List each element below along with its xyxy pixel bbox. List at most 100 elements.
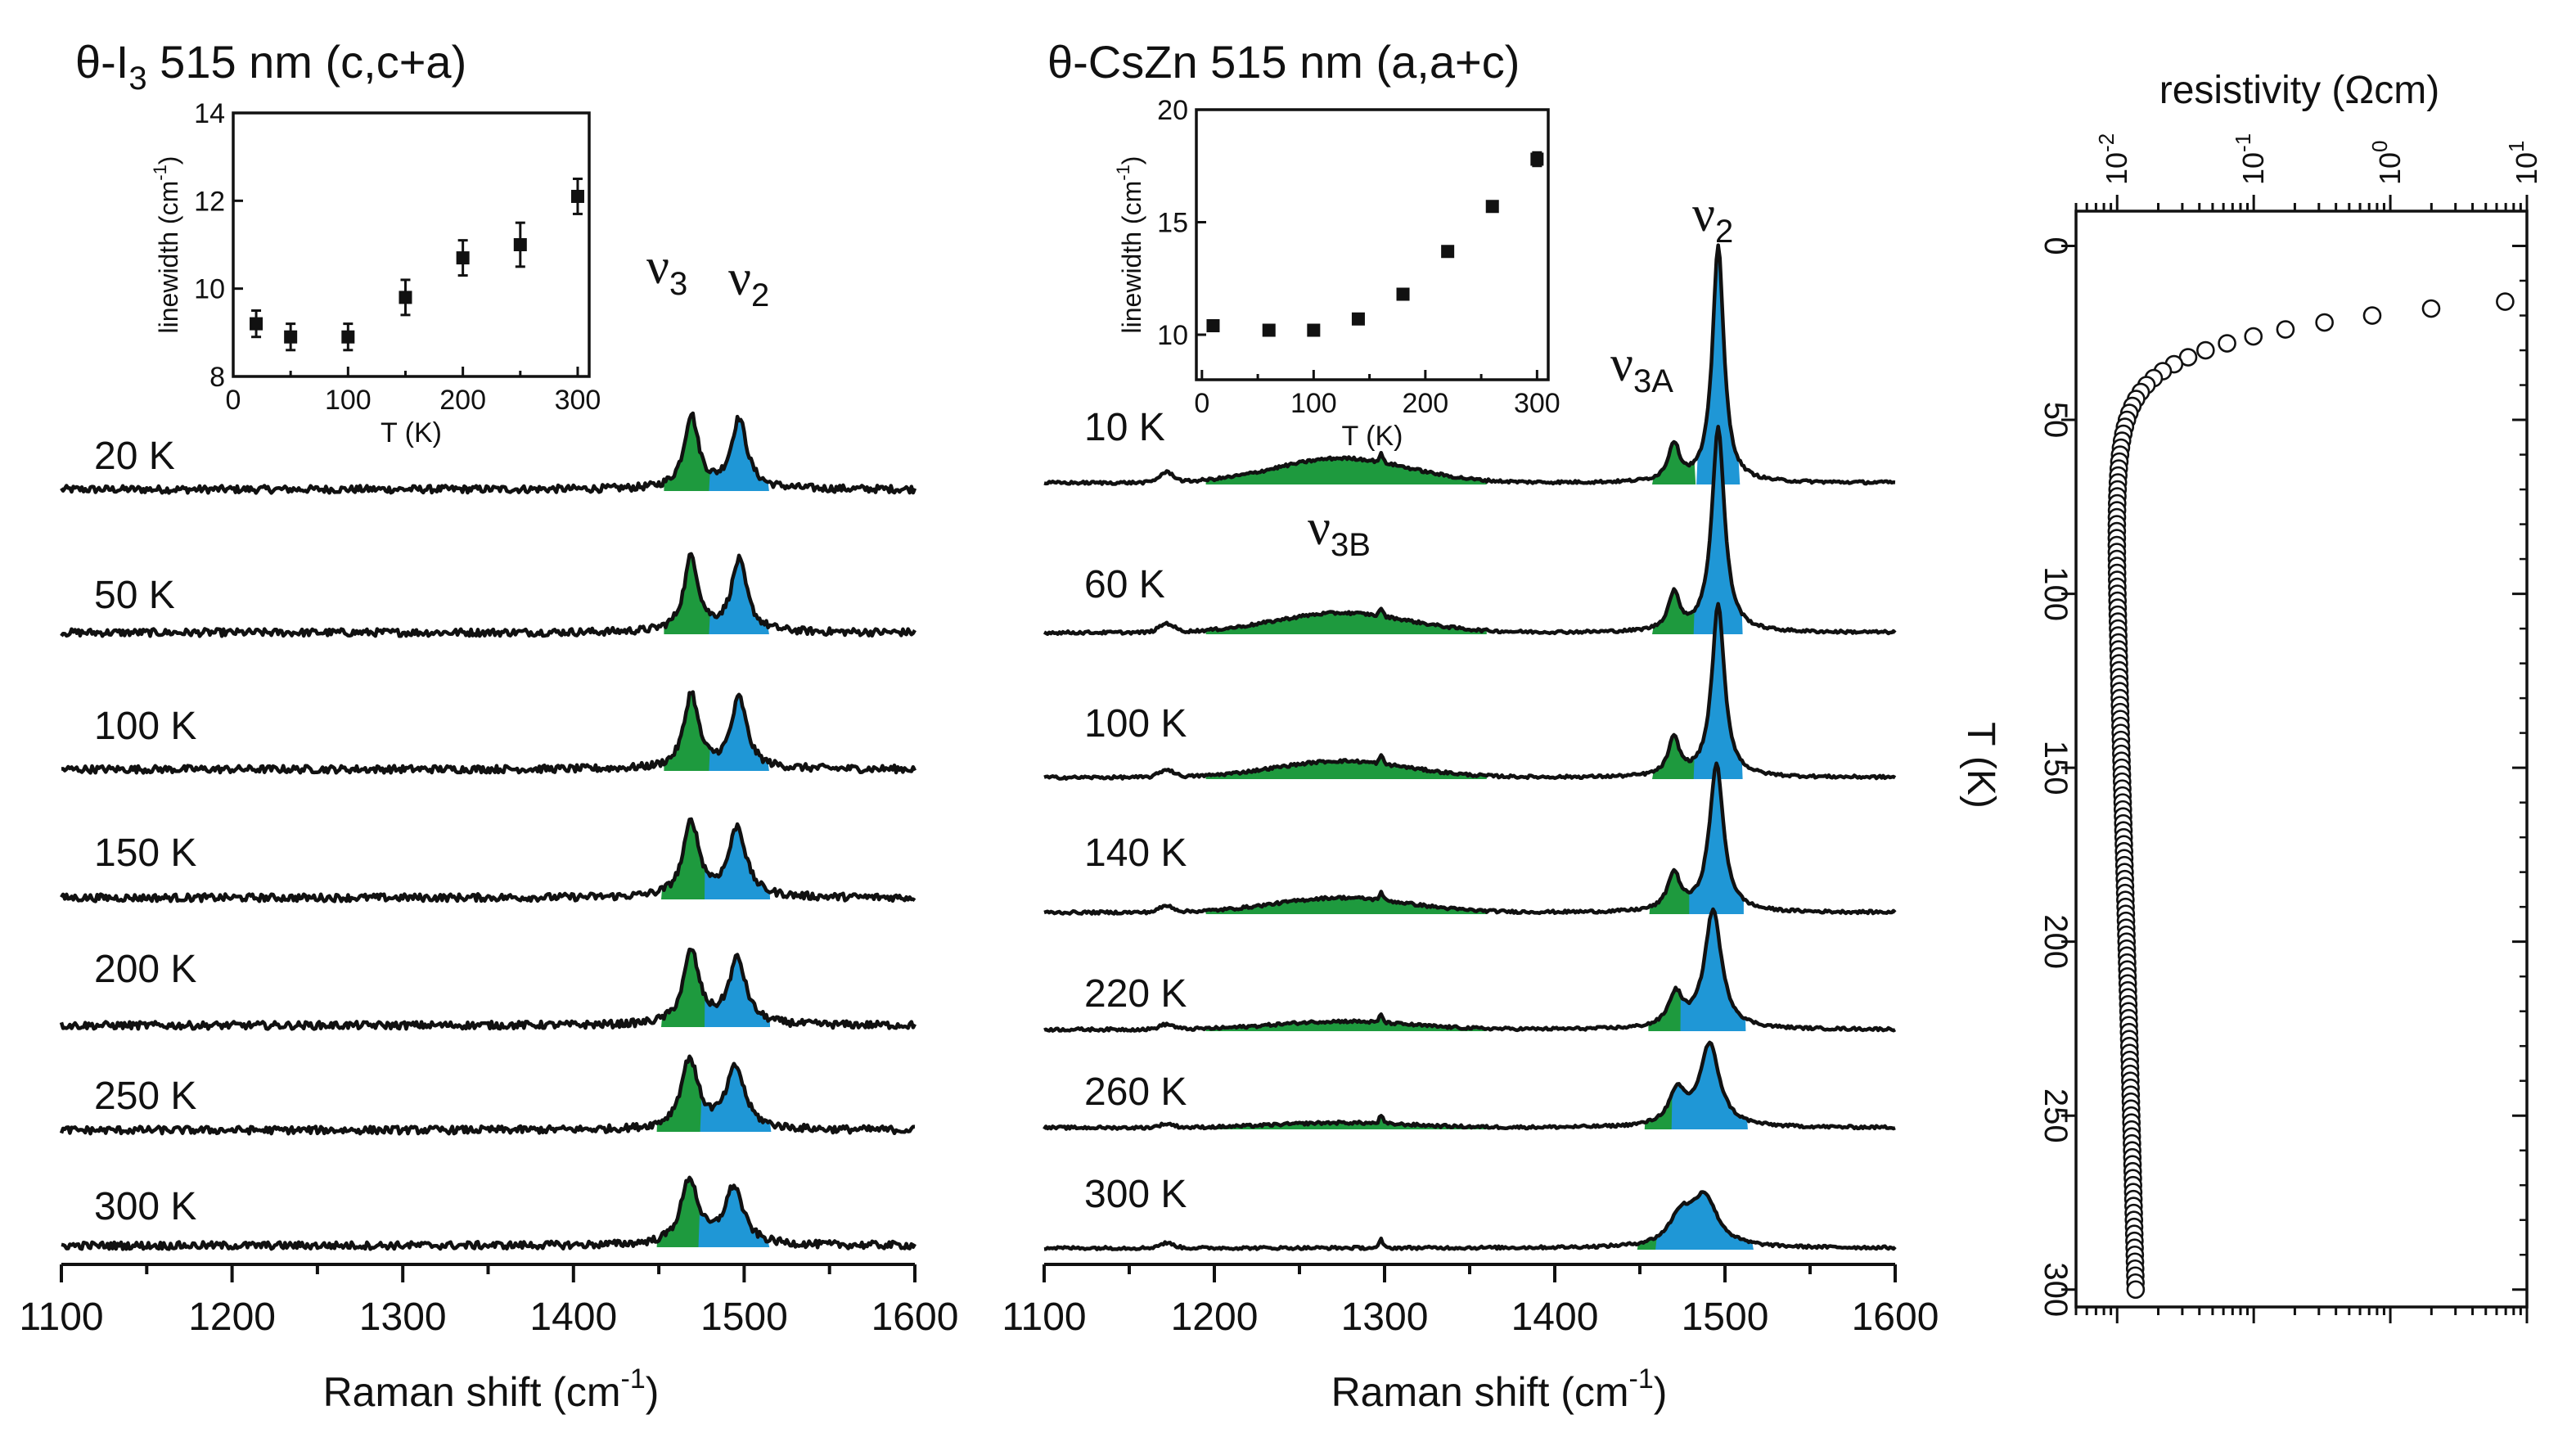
x-tick-label: 1200: [188, 1296, 276, 1339]
spectrum-140k: [1043, 761, 1897, 916]
spectrum-260k: [1043, 1040, 1896, 1131]
resistivity-x-tick-label: 10-2: [2094, 133, 2133, 185]
inset-x-label: T (K): [381, 417, 442, 448]
panel-resistivity: resistivity (Ωcm) 10-2 10-1 100 101 0 50 100 15…: [1959, 69, 2543, 1323]
nu3A-peak-fill: [1652, 588, 1696, 634]
spectrum-60k: [1043, 425, 1897, 636]
nu3A-peak-fill: [1652, 734, 1696, 779]
spectrum-10k: [1043, 243, 1896, 486]
resistivity-y-tick-label: 50: [2038, 402, 2074, 439]
spectra-a-labels: 20 K 50 K 100 K 150 K 200 K 250 K 300 K: [94, 435, 196, 1228]
nu3b-band-fill: [1205, 755, 1487, 779]
resistivity-point: [2196, 340, 2215, 360]
inset-y-label: linewidth (cm-1): [1113, 156, 1146, 334]
inset-point: [1307, 323, 1321, 337]
temperature-label: 10 K: [1084, 406, 1165, 449]
x-axis-a: 1100 1200 1300 1400 1500 1600: [19, 1263, 958, 1339]
inset-point: [341, 330, 355, 344]
x-tick-label: 1500: [700, 1296, 788, 1339]
resistivity-x-tick-label: 100: [2367, 140, 2407, 185]
temperature-label: 60 K: [1084, 563, 1165, 606]
inset-a: 0 100 200 300 8 10 12 14 T (K) linewidth (cm-1): [150, 98, 601, 448]
inset-x-tick-label: 200: [439, 385, 486, 416]
nu2-peak-fill: [1680, 909, 1746, 1031]
nu3b-band-fill: [1205, 608, 1487, 634]
inset-point: [399, 291, 412, 304]
x-tick-label: 1400: [529, 1296, 617, 1339]
inset-y-tick-label: 10: [1157, 320, 1188, 351]
x-tick-label: 1300: [1341, 1296, 1429, 1339]
spectra-b-labels: 10 K 60 K 100 K 140 K 220 K 260 K 300 K: [1084, 406, 1187, 1216]
resistivity-y-tick-label: 250: [2038, 1088, 2074, 1143]
inset-point: [284, 330, 298, 344]
temperature-label: 250 K: [94, 1075, 196, 1118]
x-tick-label: 1300: [359, 1296, 447, 1339]
resistivity-frame: [2074, 210, 2529, 1309]
inset-point: [570, 189, 584, 203]
spectrum-300k: [61, 1175, 916, 1251]
peak-label-ν3: ν3: [646, 239, 687, 302]
temperature-label: 20 K: [94, 435, 175, 478]
nu3-peak-fill: [664, 413, 719, 491]
temperature-label: 300 K: [1084, 1173, 1187, 1216]
temperature-label: 140 K: [1084, 831, 1187, 875]
resistivity-title: resistivity (Ωcm): [2159, 69, 2440, 112]
x-tick-label: 1400: [1511, 1296, 1599, 1339]
panel-theta-cszn: θ-CsZn 515 nm (a,a+c) 0 100 200 300 10 15 20 T …: [1002, 36, 1939, 1415]
resistivity-y-tick-label: 300: [2038, 1262, 2074, 1317]
temperature-label: 300 K: [94, 1185, 196, 1228]
resistivity-point: [2421, 299, 2441, 318]
inset-y-tick-label: 14: [194, 98, 225, 129]
resistivity-y-tick-label: 200: [2038, 914, 2074, 969]
inset-frame: [1195, 108, 1550, 381]
resistivity-x-tick-label: 10-1: [2231, 133, 2270, 185]
x-tick-label: 1500: [1682, 1296, 1769, 1339]
temperature-label: 50 K: [94, 574, 175, 617]
resistivity-y-tick-label: 100: [2038, 566, 2074, 621]
inset-point: [513, 238, 527, 251]
resistivity-point: [2315, 313, 2334, 332]
resistivity-point: [2218, 334, 2236, 353]
nu2-peak-fill: [705, 954, 771, 1027]
inset-point: [1351, 312, 1365, 326]
inset-x-tick-label: 300: [1514, 388, 1560, 419]
temperature-label: 100 K: [1084, 702, 1187, 746]
resistivity-x-tick-label: 101: [2504, 140, 2543, 185]
resistivity-point: [2496, 292, 2515, 311]
spectrum-220k: [1043, 907, 1897, 1033]
x-axis-label-b: Raman shift (cm-1): [1331, 1363, 1668, 1415]
peak-label-ν3B: ν3B: [1308, 500, 1371, 563]
inset-point: [1485, 200, 1499, 214]
temperature-label: 150 K: [94, 831, 196, 875]
nu3A-peak-fill: [1649, 869, 1699, 914]
inset-y-tick-label: 20: [1157, 95, 1188, 126]
panel-b-title: θ-CsZn 515 nm (a,a+c): [1047, 36, 1520, 88]
inset-x-tick-label: 300: [555, 385, 601, 416]
resistivity-plot: 10-2 10-1 100 101 0 50 100 150 200 250 300: [2038, 133, 2543, 1323]
nu3A-peak-fill: [1652, 442, 1696, 484]
panel-a-title: θ-I3 515 nm (c,c+a): [75, 36, 466, 97]
nu2-peak-fill: [709, 694, 769, 771]
spectrum-200k: [59, 947, 916, 1031]
resistivity-y-tick-label: 0: [2038, 237, 2074, 255]
peak-label-ν2: ν2: [1692, 187, 1733, 250]
nu2-peak-fill: [709, 417, 769, 491]
x-tick-label: 1200: [1171, 1296, 1259, 1339]
inset-point: [456, 251, 470, 265]
inset-x-tick-label: 200: [1402, 388, 1448, 419]
inset-y-tick-label: 15: [1157, 208, 1188, 239]
spectrum-300k: [1043, 1190, 1897, 1251]
inset-x-label: T (K): [1342, 421, 1403, 452]
inset-b: 0 100 200 300 10 15 20 T (K) linewidth (cm-1): [1113, 95, 1560, 452]
inset-x-tick-label: 100: [1290, 388, 1337, 419]
peak-labels-b: ν2 ν3A ν3B: [1308, 187, 1733, 563]
resistivity-y-tick-label: 150: [2038, 741, 2074, 795]
resistivity-point: [2126, 1280, 2146, 1300]
resistivity-point: [2276, 320, 2295, 339]
inset-y-tick-label: 8: [209, 362, 225, 393]
nu3b-band-fill: [1205, 453, 1487, 484]
inset-point: [1206, 319, 1220, 332]
x-tick-label: 1600: [1852, 1296, 1939, 1339]
temperature-label: 200 K: [94, 948, 196, 991]
